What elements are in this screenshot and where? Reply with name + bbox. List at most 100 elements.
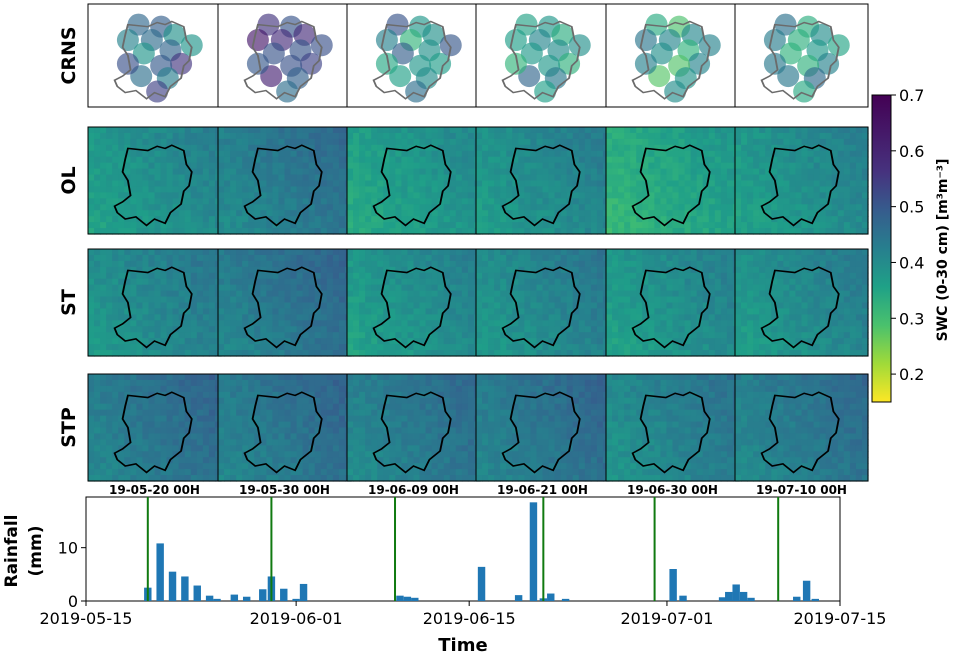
swc-cell: [377, 168, 384, 176]
swc-cell: [242, 144, 249, 152]
swc-cell: [560, 266, 568, 274]
swc-cell: [308, 302, 316, 310]
swc-cell: [332, 216, 340, 223]
swc-cell: [236, 320, 243, 327]
swc-cell: [696, 204, 704, 211]
swc-cell: [347, 222, 354, 229]
swc-cell: [783, 222, 791, 229]
swc-cell: [94, 198, 101, 205]
swc-cell: [488, 198, 495, 205]
swc-cell: [578, 186, 586, 193]
swc-cell: [855, 350, 863, 357]
swc-cell: [218, 216, 225, 223]
swc-cell: [488, 308, 495, 315]
swc-cell: [130, 290, 137, 298]
swc-cell: [260, 132, 267, 140]
swc-cell: [142, 216, 150, 223]
swc-cell: [395, 132, 403, 140]
swc-cell: [536, 272, 544, 280]
swc-cell: [208, 332, 216, 339]
swc-cell: [488, 290, 495, 298]
swc-cell: [208, 344, 216, 351]
swc-cell: [184, 254, 192, 262]
swc-cell: [443, 138, 451, 146]
swc-cell: [100, 138, 107, 146]
swc-cell: [290, 222, 298, 229]
swc-cell: [130, 138, 137, 146]
swc-cell: [272, 204, 280, 211]
swc-cell: [94, 204, 101, 211]
swc-cell: [254, 150, 261, 158]
swc-cell: [196, 344, 204, 351]
swc-cell: [461, 168, 469, 176]
swc-cell: [807, 168, 815, 176]
swc-cell: [254, 228, 261, 235]
swc-cell: [542, 278, 550, 286]
swc-cell: [302, 338, 310, 345]
swc-cell: [94, 391, 101, 399]
swc-cell: [612, 210, 619, 217]
swc-map-panel: [88, 374, 222, 482]
swc-cell: [584, 204, 592, 211]
swc-cell: [242, 228, 249, 235]
swc-cell: [449, 144, 457, 152]
swc-cell: [666, 222, 674, 229]
swc-cell: [314, 150, 322, 158]
swc-cell: [813, 162, 821, 170]
swc-cell: [467, 150, 475, 158]
swc-cell: [260, 192, 267, 199]
swc-cell: [266, 162, 274, 170]
swc-cell: [106, 397, 113, 405]
swc-cell: [172, 198, 180, 205]
swc-cell: [708, 266, 716, 274]
swc-cell: [735, 204, 742, 211]
swc-cell: [178, 290, 186, 298]
swc-cell: [636, 144, 643, 152]
swc-cell: [518, 210, 525, 217]
swc-cell: [726, 272, 734, 280]
swc-cell: [347, 249, 354, 256]
swc-cell: [94, 127, 101, 134]
swc-cell: [443, 320, 451, 327]
swc-cell: [590, 278, 598, 286]
swc-cell: [584, 249, 592, 256]
swc-cell: [359, 132, 366, 140]
swc-cell: [419, 326, 427, 333]
swc-cell: [184, 344, 192, 351]
swc-cell: [242, 350, 249, 357]
swc-cell: [112, 266, 119, 274]
swc-cell: [407, 156, 415, 164]
swc-cell: [518, 308, 525, 315]
swc-cell: [590, 198, 598, 205]
swc-cell: [819, 290, 827, 298]
swc-cell: [578, 320, 586, 327]
swc-cell: [284, 204, 292, 211]
swc-cell: [678, 326, 686, 333]
swc-cell: [578, 180, 586, 188]
swc-cell: [401, 254, 409, 262]
swc-cell: [254, 222, 261, 229]
swc-cell: [278, 138, 286, 146]
swc-cell: [831, 254, 839, 262]
swc-cell: [837, 204, 845, 211]
swc-cell: [455, 308, 463, 315]
swc-cell: [741, 314, 748, 321]
swc-cell: [94, 278, 101, 286]
swc-cell: [548, 168, 556, 176]
swc-cell: [684, 260, 692, 268]
swc-cell: [218, 186, 225, 193]
swc-cell: [801, 254, 809, 262]
swc-cell: [413, 222, 421, 229]
swc-cell: [106, 180, 113, 188]
swc-cell: [130, 260, 137, 268]
swc-cell: [726, 296, 734, 304]
swc-cell: [572, 216, 580, 223]
swc-cell: [476, 284, 483, 292]
swc-cell: [494, 266, 501, 274]
swc-cell: [819, 180, 827, 188]
swc-cell: [371, 332, 378, 339]
swc-cell: [560, 228, 568, 235]
swc-cell: [500, 156, 507, 164]
swc-cell: [624, 272, 631, 280]
swc-cell: [290, 308, 298, 315]
